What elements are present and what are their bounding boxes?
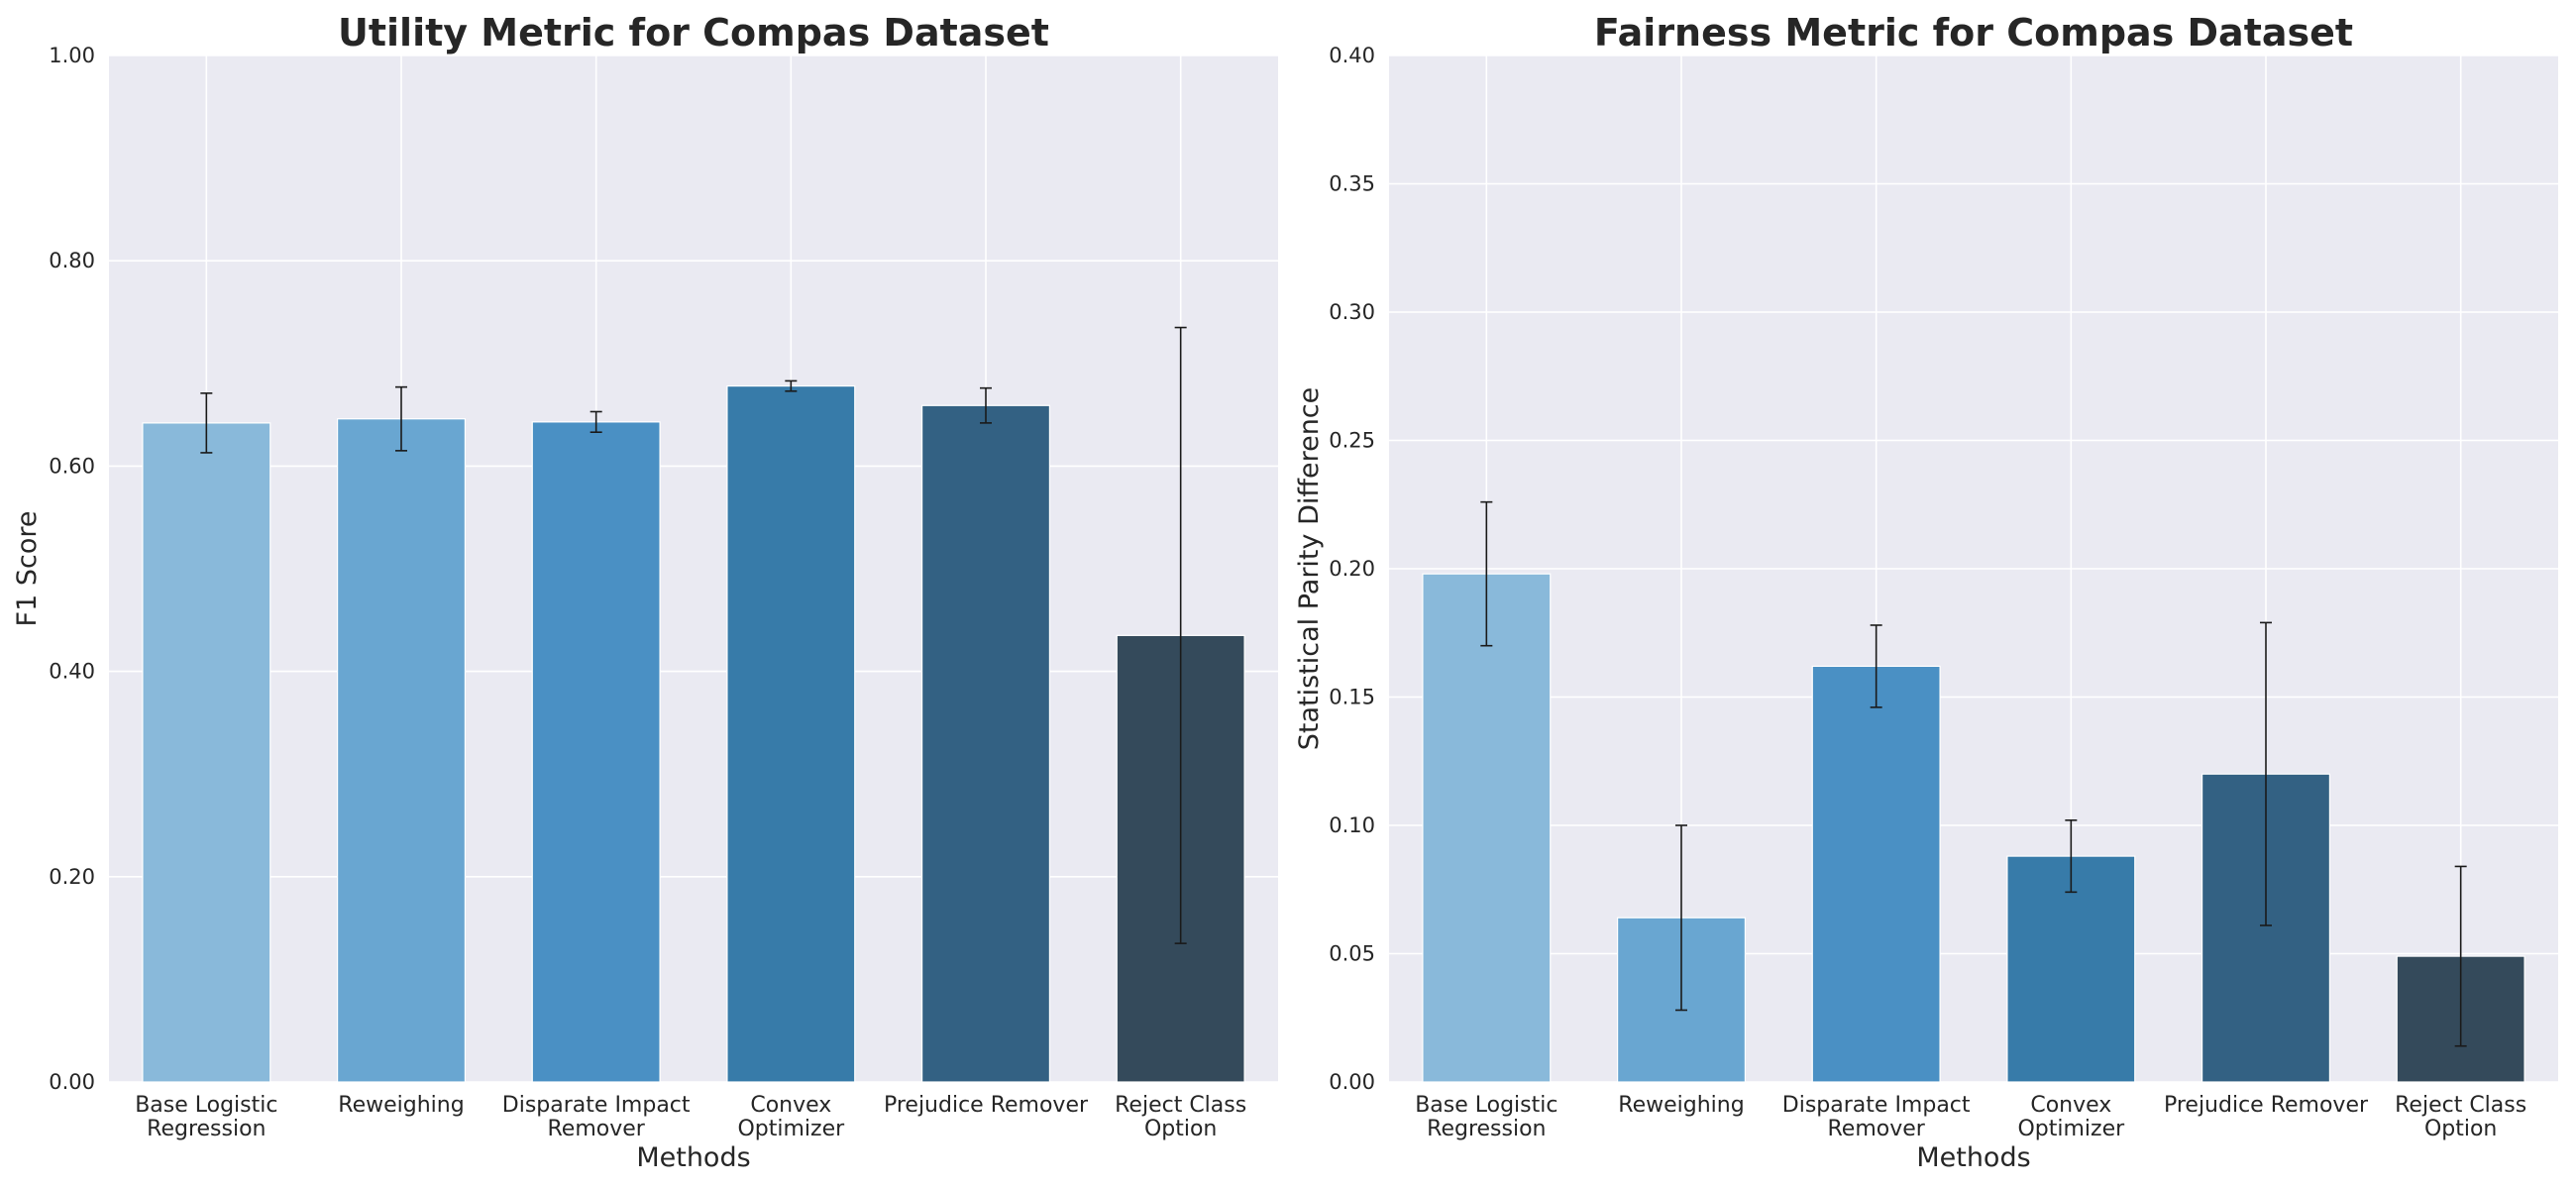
chart-title: Utility Metric for Compas Dataset — [338, 11, 1049, 54]
y-tick-label: 0.20 — [49, 865, 95, 889]
x-tick-label: Disparate Impact Remover — [1782, 1093, 1971, 1141]
y-tick-label: 0.10 — [1329, 813, 1375, 837]
x-tick-label: Reject Class Option — [2395, 1093, 2526, 1141]
x-tick-label: Prejudice Remover — [2164, 1093, 2369, 1118]
x-tick-label: Prejudice Remover — [884, 1093, 1089, 1118]
x-tick-label: Convex Optimizer — [737, 1093, 845, 1141]
bar — [920, 404, 1051, 1083]
utility-chart-panel: 0.00 0.20 0.40 0.60 0.80 1.00 Base Logistic Reg… — [12, 11, 1278, 1173]
y-tick-label: 0.80 — [49, 249, 95, 272]
x-tick-label: Convex Optimizer — [2017, 1093, 2125, 1141]
plot-background — [109, 55, 1278, 1082]
y-tick-label: 0.20 — [1329, 557, 1375, 581]
y-axis-label: F1 Score — [12, 511, 43, 627]
bar — [336, 418, 467, 1083]
x-tick-label: Reject Class Option — [1115, 1093, 1246, 1141]
x-tick-label: Base Logistic Regression — [135, 1093, 277, 1141]
y-tick-label: 0.40 — [1329, 44, 1375, 67]
y-tick-label: 0.60 — [49, 454, 95, 478]
y-tick-label: 0.30 — [1329, 300, 1375, 324]
bar — [531, 421, 661, 1083]
bar — [726, 384, 856, 1083]
y-tick-label: 0.35 — [1329, 172, 1375, 196]
x-tick-label: Reweighing — [338, 1093, 464, 1118]
x-axis-label: Methods — [1916, 1142, 2030, 1173]
x-tick-label: Reweighing — [1618, 1093, 1744, 1118]
y-tick-label: 0.00 — [1329, 1070, 1375, 1094]
x-tick-label: Disparate Impact Remover — [502, 1093, 691, 1141]
y-tick-label: 0.05 — [1329, 942, 1375, 966]
y-tick-label: 0.15 — [1329, 686, 1375, 709]
y-tick-label: 0.00 — [49, 1070, 95, 1094]
y-tick-label: 0.40 — [49, 660, 95, 684]
bar — [2006, 855, 2136, 1083]
bar — [142, 422, 271, 1083]
bar — [1422, 573, 1552, 1083]
chart-title: Fairness Metric for Compas Dataset — [1594, 11, 2353, 54]
y-tick-label: 1.00 — [49, 44, 95, 67]
fairness-chart-panel: 0.00 0.05 0.10 0.15 0.20 0.25 0.30 0.35 0.40 Base… — [1294, 11, 2558, 1173]
y-tick-label: 0.25 — [1329, 429, 1375, 453]
y-axis-label: Statistical Parity Difference — [1294, 387, 1325, 751]
x-axis-label: Methods — [636, 1142, 750, 1173]
x-tick-label: Base Logistic Regression — [1415, 1093, 1557, 1141]
bar — [1811, 665, 1941, 1083]
